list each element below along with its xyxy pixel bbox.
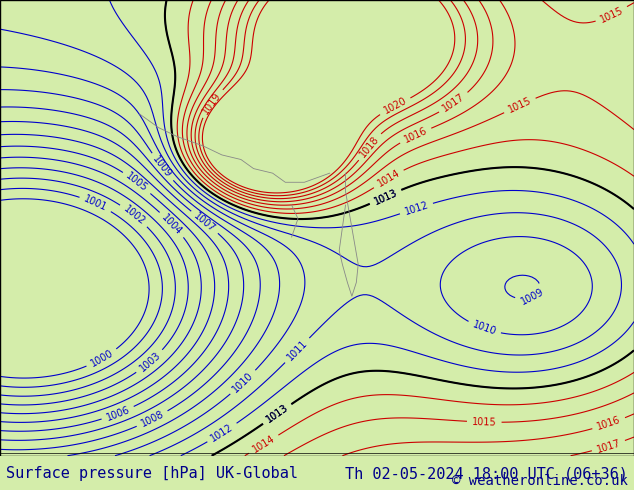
Text: 1013: 1013 — [264, 403, 290, 425]
Text: 1017: 1017 — [595, 438, 622, 454]
Text: 1012: 1012 — [209, 422, 235, 443]
Text: 1015: 1015 — [507, 96, 533, 115]
Text: 1003: 1003 — [138, 350, 162, 373]
Text: 1010: 1010 — [231, 370, 256, 394]
Text: 1015: 1015 — [598, 5, 625, 24]
Text: 1013: 1013 — [264, 403, 290, 425]
Text: 1009: 1009 — [519, 287, 545, 307]
Text: 1012: 1012 — [403, 200, 430, 217]
Text: 1017: 1017 — [441, 92, 467, 114]
Text: 1005: 1005 — [124, 171, 150, 194]
Text: 1016: 1016 — [595, 415, 622, 432]
Text: 1000: 1000 — [89, 348, 115, 369]
Text: 1006: 1006 — [105, 404, 131, 422]
Text: 1020: 1020 — [382, 96, 408, 116]
Text: 1019: 1019 — [200, 90, 223, 116]
Text: 1014: 1014 — [375, 168, 402, 189]
Text: 1009: 1009 — [151, 154, 174, 180]
Text: 1007: 1007 — [192, 210, 217, 234]
Text: 1001: 1001 — [82, 194, 109, 213]
Text: 1002: 1002 — [121, 204, 147, 227]
Text: 1013: 1013 — [372, 187, 399, 206]
Text: 1016: 1016 — [402, 125, 429, 145]
Text: 1008: 1008 — [139, 409, 165, 429]
Text: 1004: 1004 — [160, 212, 184, 237]
Text: 1018: 1018 — [358, 134, 381, 159]
Text: 1010: 1010 — [471, 319, 498, 337]
Text: 1013: 1013 — [372, 187, 399, 206]
Text: 1011: 1011 — [285, 338, 309, 363]
Text: © weatheronline.co.uk: © weatheronline.co.uk — [452, 474, 628, 488]
Text: 1015: 1015 — [472, 416, 496, 427]
Text: 1014: 1014 — [250, 434, 277, 455]
Text: Th 02-05-2024 18:00 UTC (06+36): Th 02-05-2024 18:00 UTC (06+36) — [345, 466, 628, 481]
Text: Surface pressure [hPa] UK-Global: Surface pressure [hPa] UK-Global — [6, 466, 299, 481]
